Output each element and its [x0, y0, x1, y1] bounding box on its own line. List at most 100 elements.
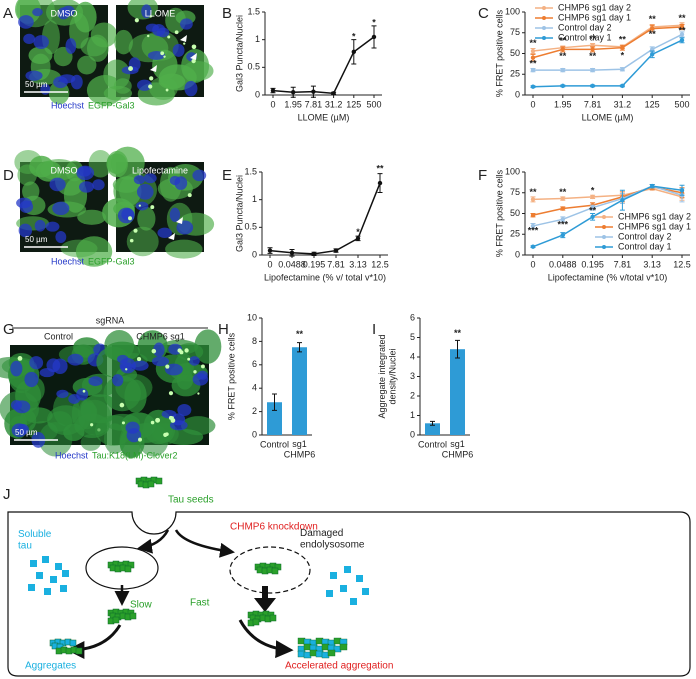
bar: [267, 402, 282, 435]
x-tick-label: 500: [366, 99, 381, 109]
y-tick-label: 75: [510, 187, 520, 197]
error-bar: [679, 23, 685, 30]
panel-label: B: [222, 5, 232, 22]
tau: [147, 480, 155, 488]
damaged-endolysosome: [229, 546, 311, 594]
x-tick-label: 3.13: [643, 259, 661, 269]
significance: **: [529, 59, 537, 69]
punctum: [165, 88, 169, 92]
soluble-tau: [344, 566, 351, 573]
panel-label: H: [218, 321, 229, 338]
soluble-tau: [30, 560, 37, 567]
soluble-tau: [62, 570, 69, 577]
cell: [80, 434, 101, 451]
error-bar: [530, 48, 536, 54]
image-title: LLOME: [145, 8, 176, 18]
y-axis-label: % FRET positive cells: [494, 169, 504, 257]
error-bar: [270, 87, 276, 94]
punctum: [165, 364, 170, 369]
legend-marker: [542, 6, 546, 10]
x-tick-label: 7.81: [327, 259, 345, 269]
y-tick-label: 50: [510, 208, 520, 218]
label: Tau seeds: [168, 495, 214, 506]
cell: [126, 226, 159, 257]
punctum: [119, 402, 125, 408]
legend-label: CHMP6 sg1 day 2: [618, 211, 691, 221]
legend-marker: [602, 215, 606, 219]
nucleus: [176, 220, 194, 235]
x-tick-label: 3.13: [349, 259, 367, 269]
error-bar: [560, 84, 566, 88]
significance: *: [591, 185, 595, 195]
punctum: [197, 392, 200, 395]
y-tick-label: 25: [510, 69, 520, 79]
cell: [103, 85, 133, 101]
error-bar: [355, 235, 361, 242]
punctum: [138, 204, 141, 207]
significance: **: [296, 329, 304, 339]
nucleus: [192, 373, 209, 386]
y-tick-label: 3: [410, 371, 415, 381]
punctum: [150, 205, 155, 210]
significance: *: [621, 50, 625, 60]
error-bar: [530, 245, 536, 249]
diagram-j: Tau seeds CHMP6 knockdown Damaged endolys…: [7, 476, 691, 677]
y-tick-label: 0: [252, 249, 257, 259]
y-tick-label: 2: [252, 406, 257, 416]
y-tick-label: 6: [252, 359, 257, 369]
nucleus: [192, 169, 207, 182]
nucleus: [143, 173, 157, 184]
y-tick-label: 0.5: [247, 62, 260, 72]
series-line: [532, 26, 683, 59]
error-bar: [530, 67, 536, 73]
punctum: [168, 391, 174, 396]
significance: **: [559, 51, 567, 61]
soluble-tau: [36, 572, 43, 579]
error-bar: [530, 53, 536, 62]
y-tick-label: 100: [505, 166, 520, 176]
cell: [104, 341, 141, 362]
nucleus: [10, 400, 23, 411]
error-bar: [560, 216, 566, 223]
nucleus: [145, 23, 159, 32]
tau: [252, 618, 260, 626]
x-tick-label: 125: [346, 99, 361, 109]
error-bar: [530, 85, 536, 89]
nucleus: [156, 27, 170, 38]
tau: [69, 639, 77, 647]
error-bar: [371, 25, 377, 49]
axis: [261, 172, 388, 256]
y-axis-label: Aggregate integrateddensity/Nuclei: [377, 334, 397, 418]
error-bar: [679, 184, 685, 196]
arrow: [137, 529, 170, 554]
series-line: [533, 33, 683, 71]
y-tick-label: 10: [247, 312, 257, 322]
stain-label: Hoechst: [51, 256, 85, 266]
x-tick-label: 7.81: [305, 99, 323, 109]
legend-label: Control day 1: [618, 241, 672, 251]
legend-label: Control day 1: [558, 32, 612, 42]
scale-label: 50 µm: [15, 428, 38, 437]
nucleus: [19, 200, 34, 213]
punctum: [155, 417, 161, 423]
nucleus: [117, 207, 135, 224]
image-title: DMSO: [51, 165, 78, 175]
image-title: Control: [44, 331, 73, 341]
arrow: [238, 619, 294, 659]
label: Accelerated aggregation: [285, 661, 393, 672]
nucleus: [45, 221, 60, 232]
x-tick-label: 0.195: [581, 259, 604, 269]
error-bar: [560, 46, 566, 53]
nucleus: [188, 356, 200, 366]
error-bar: [430, 420, 435, 426]
x-axis-label: Lipofectamine (% v/ total v*10): [264, 272, 386, 282]
significance: *: [372, 17, 376, 27]
cell: [35, 160, 62, 182]
nucleus: [184, 80, 198, 97]
punctum: [193, 370, 197, 374]
error-bar: [455, 339, 460, 359]
error-bar: [289, 248, 295, 257]
cell: [17, 164, 37, 186]
panel-label: J: [3, 486, 11, 503]
series-line: [532, 185, 683, 248]
